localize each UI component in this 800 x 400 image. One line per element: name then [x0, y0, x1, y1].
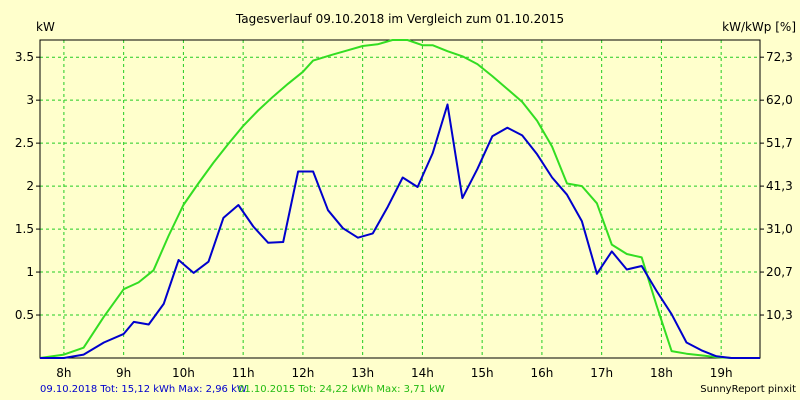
series-lines [39, 39, 760, 359]
series-line-2 [39, 39, 760, 359]
x-tick-label: 19h [710, 366, 733, 380]
x-tick-label: 12h [291, 366, 314, 380]
footer-credit: SunnyReport pinxit [700, 384, 796, 395]
y-left-tick-label: 0.5 [15, 308, 34, 322]
x-tick-label: 9h [116, 366, 131, 380]
grid-lines [40, 40, 760, 358]
chart-title: Tagesverlauf 09.10.2018 im Vergleich zum… [235, 12, 564, 26]
x-tick-label: 18h [650, 366, 673, 380]
y-left-tick-label: 1 [26, 265, 34, 279]
plot-area [40, 40, 760, 358]
footer-series-2: 01.10.2015 Tot: 24,22 kWh Max: 3,71 kW [238, 384, 445, 395]
x-tick-label: 13h [351, 366, 374, 380]
y-right-tick-label: 20,7 [766, 265, 793, 279]
y-left-tick-label: 3 [26, 93, 34, 107]
footer-series-1: 09.10.2018 Tot: 15,12 kWh Max: 2,96 kW [40, 384, 247, 395]
x-tick-label: 14h [411, 366, 434, 380]
x-tick-label: 11h [232, 366, 255, 380]
x-tick-label: 17h [590, 366, 613, 380]
y-right-axis-label: kW/kWp [%] [722, 20, 796, 34]
y-left-tick-label: 1.5 [15, 222, 34, 236]
y-left-tick-label: 2 [26, 179, 34, 193]
x-tick-label: 10h [172, 366, 195, 380]
y-right-tick-label: 41,3 [766, 179, 793, 193]
y-right-tick-label: 62,0 [766, 93, 793, 107]
y-left-axis-label: kW [36, 20, 55, 34]
tick-labels: 8h 9h 10h 11h 12h 13h 14h 15h 16h 17h 18h 19h 0.5 10,… [15, 50, 793, 380]
y-right-tick-label: 31,0 [766, 222, 793, 236]
y-left-tick-label: 2.5 [15, 136, 34, 150]
series-line-1 [40, 103, 760, 359]
y-left-tick-label: 3.5 [15, 50, 34, 64]
y-right-tick-label: 10,3 [766, 308, 793, 322]
y-right-tick-label: 72,3 [766, 50, 793, 64]
x-tick-label: 15h [471, 366, 494, 380]
x-tick-label: 16h [530, 366, 553, 380]
x-tick-label: 8h [56, 366, 71, 380]
y-right-tick-label: 51,7 [766, 136, 793, 150]
